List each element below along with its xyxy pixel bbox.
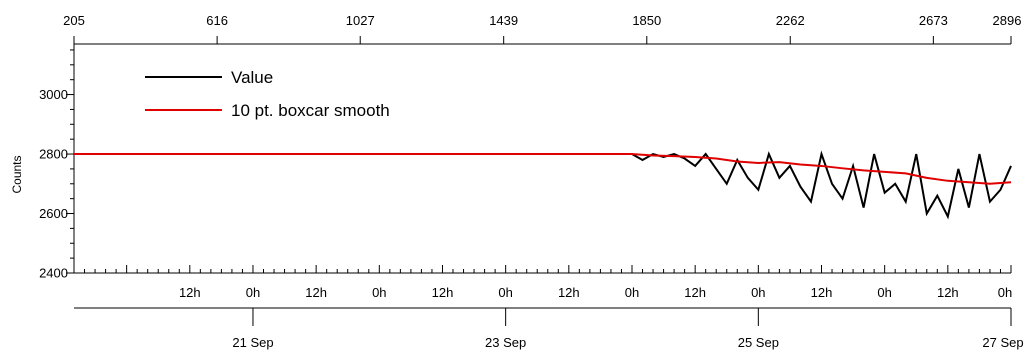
x-axis-hour-label: 12h bbox=[305, 285, 327, 300]
x-axis-hour-label: 0h bbox=[625, 285, 639, 300]
legend-label-value: Value bbox=[231, 68, 273, 87]
x-axis-hour-label: 0h bbox=[246, 285, 260, 300]
y-axis-label: Counts bbox=[10, 155, 24, 193]
top-axis-tick-label: 1850 bbox=[632, 13, 661, 28]
top-axis-tick-label: 2262 bbox=[776, 13, 805, 28]
legend-layer: Value 10 pt. boxcar smooth bbox=[145, 68, 390, 120]
y-axis-tick-label: 2600 bbox=[39, 206, 68, 221]
axes-layer: 205 616 1027 1439 1850 2262 2673 2896 2400 2600 28… bbox=[10, 13, 1024, 350]
x-axis-hour-label: 0h bbox=[498, 285, 512, 300]
y-axis-tick-label: 2800 bbox=[39, 147, 68, 162]
top-axis-tick-label: 2673 bbox=[919, 13, 948, 28]
x-axis-hour-label: 12h bbox=[684, 285, 706, 300]
x-axis-hour-label: 12h bbox=[937, 285, 959, 300]
top-axis-tick-label: 205 bbox=[63, 13, 85, 28]
series-layer bbox=[74, 150, 1012, 220]
y-axis-tick-label: 3000 bbox=[39, 87, 68, 102]
y-axis-tick-label: 2400 bbox=[39, 266, 68, 281]
x-axis-hour-label: 12h bbox=[558, 285, 580, 300]
x-axis-hour-label: 0h bbox=[372, 285, 386, 300]
x-axis-date-label: 23 Sep bbox=[485, 335, 526, 350]
top-axis-tick-label: 2896 bbox=[993, 13, 1022, 28]
x-axis-date-label: 27 Sep bbox=[982, 335, 1023, 350]
x-axis-hour-label: 0h bbox=[998, 285, 1012, 300]
top-axis-tick-label: 616 bbox=[206, 13, 228, 28]
series-value-line bbox=[74, 150, 1012, 220]
x-axis-hour-label: 12h bbox=[179, 285, 201, 300]
x-axis-hour-label: 0h bbox=[751, 285, 765, 300]
x-axis-hour-label: 12h bbox=[432, 285, 454, 300]
top-axis-tick-label: 1027 bbox=[346, 13, 375, 28]
legend-label-smooth: 10 pt. boxcar smooth bbox=[231, 101, 390, 120]
top-axis-tick-label: 1439 bbox=[489, 13, 518, 28]
x-axis-hour-label: 12h bbox=[811, 285, 833, 300]
x-axis-hour-label: 0h bbox=[877, 285, 891, 300]
x-axis-date-label: 25 Sep bbox=[738, 335, 779, 350]
x-axis-date-label: 21 Sep bbox=[232, 335, 273, 350]
series-smooth-line bbox=[74, 153, 1012, 185]
